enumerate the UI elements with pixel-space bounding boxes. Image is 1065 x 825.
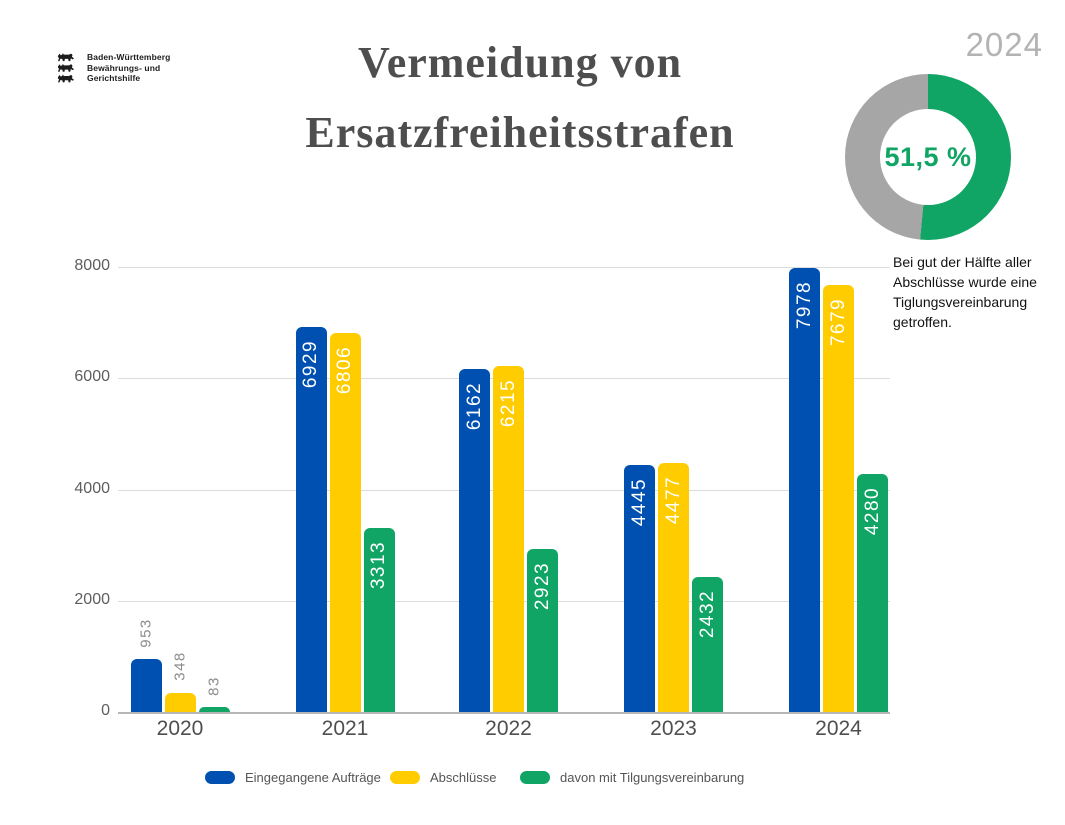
bar <box>493 366 524 712</box>
legend-swatch <box>205 770 235 784</box>
bar-value-label: 4445 <box>628 477 650 526</box>
y-tick-label: 4000 <box>74 479 110 497</box>
bar-value-label: 6806 <box>334 346 355 395</box>
y-tick-label: 0 <box>101 702 110 719</box>
bar <box>823 284 854 712</box>
legend-item: davon mit Tilgungsvereinbarung <box>520 769 744 785</box>
bar <box>692 576 723 712</box>
legend-item: Abschlüsse <box>390 769 496 785</box>
x-tick-label: 2020 <box>156 717 204 740</box>
donut-hole: 51,5 % <box>880 109 976 205</box>
bar <box>624 464 655 712</box>
x-tick-label: 2021 <box>321 717 369 740</box>
bar-value-label: 953 <box>137 617 154 648</box>
y-tick-label: 6000 <box>74 368 110 386</box>
title-line-1: Vermeidung von <box>357 38 683 87</box>
logo-line-2: Bewährungs- und <box>87 62 161 73</box>
bar <box>857 473 888 712</box>
title-line-2: Ersatzfreiheitsstrafen <box>305 108 735 157</box>
bar <box>459 369 490 712</box>
bar-value-label: 4280 <box>861 486 883 536</box>
bar-value-label: 4477 <box>662 475 684 525</box>
bar-value-label: 6215 <box>497 379 519 428</box>
bar <box>329 333 361 712</box>
bar-value-label: 6162 <box>463 382 485 431</box>
bar-value-label: 6929 <box>300 339 321 388</box>
x-axis-baseline <box>118 712 890 714</box>
y-tick-label: 8000 <box>74 257 110 274</box>
donut-chart: 51,5 % <box>845 74 1011 240</box>
legend-swatch <box>520 770 550 784</box>
bar-value-label: 7978 <box>793 281 815 330</box>
bar <box>198 707 230 712</box>
bar <box>527 549 558 712</box>
x-tick-label: 2022 <box>485 717 532 740</box>
logo-line-1: Baden-Württemberg <box>87 52 171 63</box>
bar <box>130 658 162 712</box>
grid-line <box>118 267 890 268</box>
bar-value-label: 2923 <box>531 562 553 611</box>
bar <box>363 527 395 712</box>
bar <box>164 692 196 712</box>
bar-value-label: 2432 <box>696 589 718 638</box>
legend-label: Abschlüsse <box>430 769 497 785</box>
legend-label: davon mit Tilgungsvereinbarung <box>560 769 745 785</box>
bar <box>658 462 689 712</box>
logo-line-3: Gerichtshilfe <box>87 73 141 84</box>
legend-item: Eingegangene Aufträge <box>205 769 381 785</box>
bar <box>295 326 327 712</box>
donut-year-label: 2024 <box>965 26 1043 63</box>
page-title: Vermeidung von Ersatzfreiheitsstrafen <box>240 28 800 168</box>
y-tick-label: 2000 <box>74 590 110 608</box>
donut-percent-label: 51,5 % <box>884 141 972 172</box>
bar-value-label: 83 <box>205 676 222 696</box>
legend-swatch <box>390 770 420 784</box>
x-tick-label: 2024 <box>815 717 862 740</box>
bar <box>789 268 820 712</box>
bw-logo-text: Baden-Württemberg Bewährungs- und Gerich… <box>87 52 170 84</box>
bw-logo: Baden-Württemberg Bewährungs- und Gerich… <box>54 52 170 84</box>
bar-value-label: 348 <box>171 651 188 682</box>
legend-label: Eingegangene Aufträge <box>245 769 381 785</box>
donut-caption: Bei gut der Hälfte aller Abschlüsse wurd… <box>893 254 1037 330</box>
bar-value-label: 3313 <box>368 540 389 589</box>
x-tick-label: 2023 <box>650 717 697 740</box>
bar-value-label: 7679 <box>827 297 849 346</box>
